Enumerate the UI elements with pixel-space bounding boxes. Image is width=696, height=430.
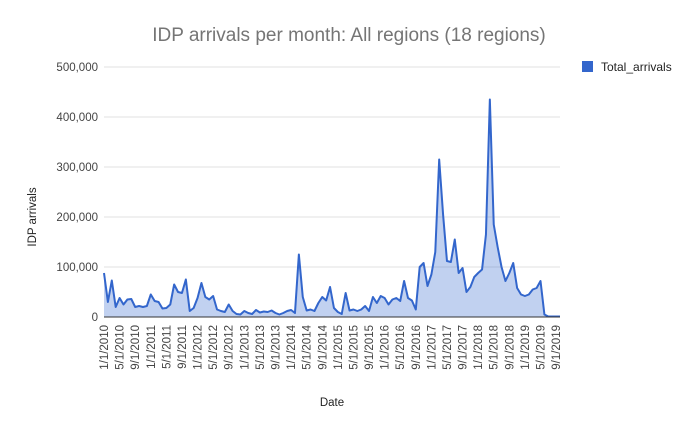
x-tick-label: 1/1/2012 (193, 325, 205, 370)
x-tick-label: 1/1/2016 (380, 325, 392, 370)
x-tick-label: 9/1/2012 (224, 325, 236, 370)
x-tick-label: 5/1/2013 (255, 325, 267, 370)
y-tick-label: 100,000 (56, 262, 98, 274)
x-tick-label: 5/1/2019 (536, 325, 548, 370)
x-tick-label: 5/1/2016 (395, 325, 407, 370)
x-tick-label: 9/1/2015 (364, 325, 376, 370)
y-axis-title: IDP arrivals (27, 187, 39, 246)
y-tick-label: 0 (92, 312, 98, 324)
x-tick-label: 1/1/2014 (286, 324, 298, 369)
x-tick-label: 1/1/2011 (146, 325, 158, 369)
series-area (104, 99, 560, 317)
x-tick-label: 5/1/2010 (115, 325, 127, 370)
x-axis-ticks: 1/1/2010 5/1/2010 9/1/2010 1/1/2011 5/1/2011… (99, 324, 563, 369)
x-tick-label: 9/1/2019 (551, 325, 563, 370)
plot-area (103, 98, 560, 318)
x-tick-label: 1/1/2018 (473, 325, 485, 370)
x-tick-label: 9/1/2011 (177, 325, 189, 369)
x-tick-label: 9/1/2016 (411, 325, 423, 370)
x-tick-label: 5/1/2012 (208, 325, 220, 370)
x-tick-label: 5/1/2011 (161, 325, 173, 369)
x-tick-label: 9/1/2018 (504, 325, 516, 370)
y-tick-label: 500,000 (56, 62, 98, 74)
x-tick-label: 9/1/2014 (317, 324, 329, 369)
legend-label: Total_arrivals (601, 60, 672, 74)
gridlines (104, 66, 560, 268)
series-line (103, 98, 560, 318)
x-axis-title: Date (320, 397, 344, 409)
x-tick-label: 5/1/2014 (302, 324, 314, 369)
y-axis-ticks: 0 100,000 200,000 300,000 400,000 500,000 (56, 62, 98, 324)
x-tick-label: 1/1/2017 (426, 325, 438, 370)
x-tick-label: 9/1/2017 (458, 325, 470, 370)
y-tick-label: 200,000 (56, 212, 98, 224)
x-tick-label: 5/1/2018 (489, 325, 501, 370)
x-tick-label: 1/1/2019 (520, 325, 532, 370)
x-tick-label: 5/1/2015 (348, 325, 360, 370)
legend: Total_arrivals (582, 60, 672, 74)
y-tick-label: 300,000 (56, 162, 98, 174)
x-tick-label: 1/1/2015 (333, 325, 345, 370)
x-tick-label: 5/1/2017 (442, 325, 454, 370)
x-tick-label: 1/1/2010 (99, 325, 111, 370)
chart-title: IDP arrivals per month: All regions (18 … (152, 25, 546, 46)
y-tick-label: 400,000 (56, 112, 98, 124)
x-tick-label: 9/1/2013 (270, 325, 282, 370)
x-tick-label: 1/1/2013 (239, 325, 251, 370)
legend-swatch (582, 61, 593, 72)
x-tick-label: 9/1/2010 (130, 325, 142, 370)
